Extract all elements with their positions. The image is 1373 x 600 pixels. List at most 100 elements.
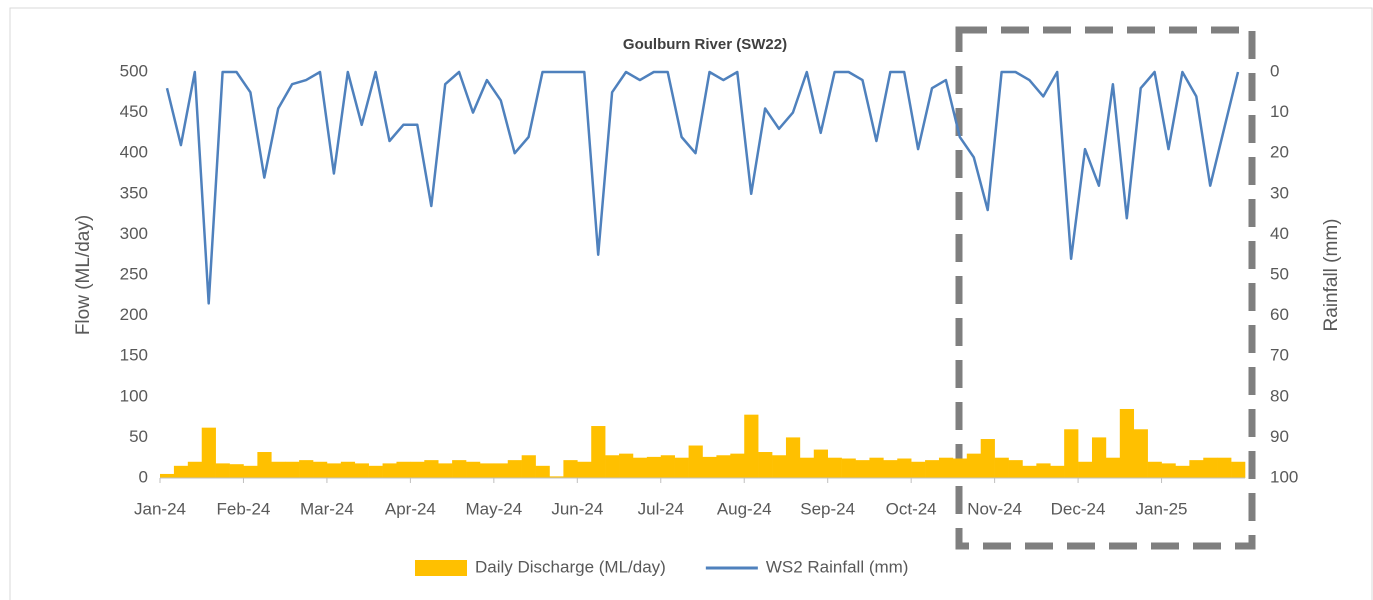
bar <box>938 457 954 478</box>
bar <box>1064 429 1079 478</box>
x-tick-label: May-24 <box>466 499 523 518</box>
legend-label: WS2 Rainfall (mm) <box>766 557 909 576</box>
bar <box>521 455 536 478</box>
bar <box>340 461 356 478</box>
bar <box>382 463 397 478</box>
bar <box>160 473 175 478</box>
bar <box>966 453 982 478</box>
y2-tick-label: 90 <box>1270 427 1289 446</box>
y-tick-label: 250 <box>120 264 148 283</box>
chart-title: Goulburn River (SW22) <box>623 36 787 53</box>
bar <box>326 463 342 478</box>
bar <box>1091 437 1107 478</box>
bar <box>632 457 648 478</box>
y-tick-label: 300 <box>120 224 148 243</box>
x-tick-label: Oct-24 <box>886 499 937 518</box>
bar <box>452 460 467 478</box>
bar <box>313 461 328 478</box>
bar <box>1078 461 1093 478</box>
bar <box>368 465 383 478</box>
y2-tick-label: 10 <box>1270 102 1289 121</box>
y2-tick-label: 20 <box>1270 143 1289 162</box>
x-tick-label: Nov-24 <box>967 499 1022 518</box>
bar <box>883 460 898 478</box>
bar <box>1231 461 1246 478</box>
bar <box>758 452 773 478</box>
bar <box>1189 460 1204 478</box>
bar <box>827 457 842 478</box>
bar <box>646 456 662 478</box>
bar <box>799 457 815 478</box>
bar <box>201 427 216 478</box>
x-tick-label: Jan-25 <box>1136 499 1188 518</box>
bar <box>1022 465 1037 478</box>
bar <box>563 460 578 478</box>
y-tick-label: 450 <box>120 102 148 121</box>
bar <box>299 460 314 478</box>
bar <box>187 461 203 478</box>
bar <box>591 426 606 478</box>
y2-tick-label: 80 <box>1270 386 1289 405</box>
bar <box>466 461 481 478</box>
bar <box>994 457 1009 478</box>
y2-tick-label: 30 <box>1270 183 1289 202</box>
x-tick-label: Mar-24 <box>300 499 354 518</box>
x-tick-label: Jan-24 <box>134 499 186 518</box>
y-tick-label: 400 <box>120 143 148 162</box>
bar <box>507 460 522 478</box>
bar <box>1008 460 1023 478</box>
bar <box>813 449 828 478</box>
bar <box>730 453 745 478</box>
y-tick-label: 150 <box>120 346 148 365</box>
x-tick-label: Dec-24 <box>1051 499 1106 518</box>
bar <box>215 463 230 478</box>
x-tick-label: Jul-24 <box>638 499 684 518</box>
chart-frame <box>9 7 1373 600</box>
bar <box>702 456 717 478</box>
y-tick-label: 100 <box>120 386 148 405</box>
x-tick-label: Apr-24 <box>385 499 436 518</box>
bar <box>1147 461 1162 478</box>
y-tick-label: 200 <box>120 305 148 324</box>
bar <box>410 461 425 478</box>
bar <box>925 460 940 478</box>
bar <box>229 464 244 478</box>
bar <box>257 452 272 478</box>
bar <box>1119 408 1135 478</box>
bar <box>493 463 509 478</box>
y2-tick-label: 0 <box>1270 61 1279 80</box>
bar <box>1050 465 1065 478</box>
y2-tick-label: 70 <box>1270 346 1289 365</box>
y-tick-label: 350 <box>120 183 148 202</box>
bar <box>396 461 411 478</box>
bar <box>744 414 759 478</box>
bar <box>772 455 787 478</box>
bar <box>479 463 495 478</box>
y2-tick-label: 40 <box>1270 224 1289 243</box>
bar <box>1175 465 1190 478</box>
bar <box>1161 463 1176 478</box>
bar <box>911 461 926 478</box>
bar <box>549 476 564 478</box>
bar <box>354 463 369 478</box>
bar <box>1105 457 1121 478</box>
bar <box>869 457 884 478</box>
bar <box>619 453 634 478</box>
bar <box>1133 429 1148 478</box>
x-tick-label: Aug-24 <box>717 499 772 518</box>
x-tick-label: Sep-24 <box>800 499 855 518</box>
bar <box>897 458 912 478</box>
y2-tick-label: 60 <box>1270 305 1289 324</box>
y2-tick-label: 50 <box>1270 264 1289 283</box>
bar <box>424 460 439 478</box>
bar <box>674 457 689 478</box>
y2-axis-title: Rainfall (mm) <box>1321 219 1342 332</box>
y2-tick-label: 100 <box>1270 467 1298 486</box>
line <box>165 70 1240 305</box>
bar <box>952 458 968 478</box>
bar <box>1217 457 1232 478</box>
highlight-box <box>955 26 1256 550</box>
legend-swatch <box>415 560 467 576</box>
bar <box>855 460 870 478</box>
